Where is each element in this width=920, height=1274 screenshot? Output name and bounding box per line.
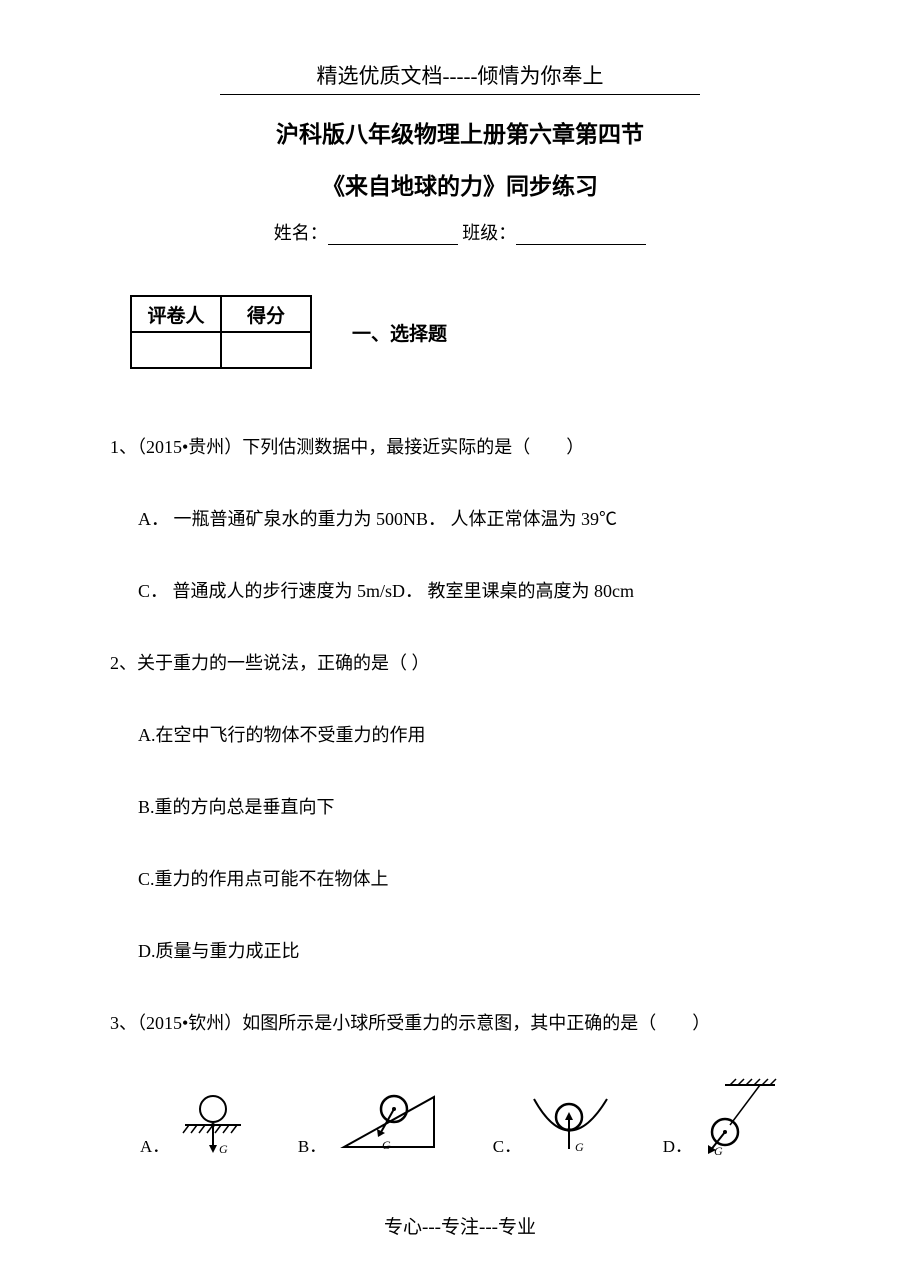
score-header-grader: 评卷人 [131, 296, 221, 332]
diagram-a-label: A． [140, 1132, 169, 1157]
diagram-d-icon: G [700, 1077, 780, 1157]
diagram-c-icon: G [529, 1087, 614, 1157]
header-watermark: 精选优质文档-----倾情为你奉上 [220, 60, 700, 95]
diagram-d-item: D． G [663, 1077, 780, 1157]
question-3-diagrams: A． G B． G C． [140, 1077, 780, 1157]
name-class-row: 姓名： 班级： [110, 219, 810, 245]
diagram-d-label: D． [663, 1132, 692, 1157]
question-2-option-a: A.在空中飞行的物体不受重力的作用 [138, 717, 810, 753]
score-section: 评卷人 得分 一、选择题 [130, 295, 810, 369]
svg-text:G: G [219, 1142, 228, 1156]
score-table: 评卷人 得分 [130, 295, 312, 369]
question-2-option-b: B.重的方向总是垂直向下 [138, 789, 810, 825]
name-label: 姓名： [274, 223, 328, 243]
diagram-c-item: C． G [493, 1087, 614, 1157]
question-2-option-c: C.重力的作用点可能不在物体上 [138, 861, 810, 897]
diagram-a-item: A． G [140, 1087, 249, 1157]
score-header-score: 得分 [221, 296, 311, 332]
class-blank [516, 227, 646, 245]
class-label: 班级： [462, 223, 516, 243]
svg-text:G: G [714, 1144, 723, 1157]
svg-text:G: G [575, 1140, 584, 1154]
name-blank [328, 227, 458, 245]
diagram-a-icon: G [177, 1087, 249, 1157]
svg-text:G: G [382, 1138, 391, 1152]
diagram-b-label: B． [298, 1132, 326, 1157]
score-cell-grader [131, 332, 221, 368]
question-2-option-d: D.质量与重力成正比 [138, 933, 810, 969]
section-title: 一、选择题 [352, 319, 447, 346]
worksheet-title: 《来自地球的力》同步练习 [110, 167, 810, 201]
question-1-option-cd: C． 普通成人的步行速度为 5m/sD． 教室里课桌的高度为 80cm [138, 573, 810, 609]
chapter-title: 沪科版八年级物理上册第六章第四节 [110, 115, 810, 149]
question-3-stem: 3、（2015•钦州）如图所示是小球所受重力的示意图，其中正确的是（ ） [110, 1005, 810, 1041]
score-cell-score [221, 332, 311, 368]
diagram-c-label: C． [493, 1132, 521, 1157]
diagram-b-item: B． G [298, 1087, 444, 1157]
question-2-stem: 2、关于重力的一些说法，正确的是（ ） [110, 645, 810, 681]
diagram-b-icon: G [334, 1087, 444, 1157]
question-1-option-ab: A． 一瓶普通矿泉水的重力为 500NB． 人体正常体温为 39℃ [138, 501, 810, 537]
question-1-stem: 1、（2015•贵州）下列估测数据中，最接近实际的是（ ） [110, 429, 810, 465]
footer-watermark: 专心---专注---专业 [0, 1212, 920, 1239]
